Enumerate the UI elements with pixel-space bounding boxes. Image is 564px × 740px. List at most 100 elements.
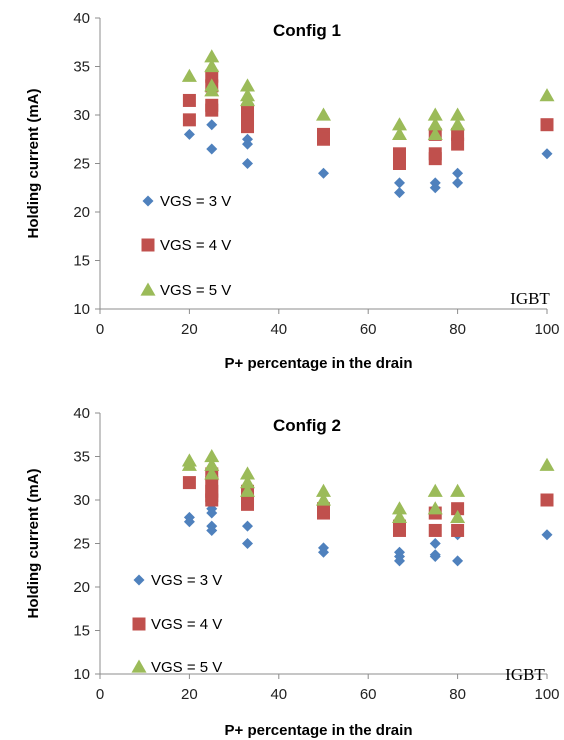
- x-tick-label: 100: [534, 686, 559, 703]
- data-point-diamond: [206, 524, 218, 536]
- data-point-square: [182, 113, 196, 127]
- data-point-diamond: [452, 167, 464, 179]
- data-point-diamond: [429, 538, 441, 549]
- data-point-square: [241, 120, 255, 134]
- data-point-diamond: [206, 119, 218, 131]
- data-point-square: [205, 493, 219, 507]
- data-point-diamond: [541, 529, 553, 541]
- y-tick-label: 25: [73, 156, 90, 173]
- data-point-triangle: [204, 457, 220, 471]
- data-point-triangle: [316, 107, 331, 121]
- data-point-triangle: [539, 88, 555, 102]
- legend-label: VGS = 4 V: [160, 237, 231, 254]
- data-point-diamond: [318, 167, 329, 179]
- data-point-diamond: [541, 148, 553, 160]
- series-triangle: [181, 49, 555, 141]
- data-point-triangle: [391, 509, 407, 524]
- data-point-triangle: [240, 92, 256, 107]
- data-point-triangle: [204, 49, 220, 63]
- data-point-triangle: [427, 117, 443, 131]
- x-tick-label: 0: [96, 686, 104, 703]
- data-point-square: [451, 502, 465, 516]
- y-tick-label: 10: [73, 301, 90, 318]
- legend-label: VGS = 3 V: [151, 572, 222, 589]
- data-point-diamond: [429, 182, 441, 194]
- data-point-diamond: [393, 177, 405, 189]
- x-tick-label: 40: [270, 321, 287, 338]
- data-point-triangle: [391, 126, 407, 141]
- data-point-diamond: [452, 555, 464, 567]
- series-diamond: [183, 503, 553, 567]
- y-tick-label: 25: [73, 536, 90, 553]
- data-point-triangle: [427, 483, 443, 497]
- legend-label: VGS = 3 V: [160, 193, 231, 210]
- legend-label: VGS = 5 V: [151, 659, 222, 676]
- data-point-triangle: [391, 501, 407, 515]
- x-tick-label: 0: [96, 321, 104, 338]
- data-point-diamond: [429, 551, 441, 563]
- data-point-diamond: [393, 555, 405, 567]
- data-point-triangle: [316, 492, 331, 506]
- data-point-triangle: [427, 126, 443, 141]
- data-point-triangle: [450, 509, 466, 524]
- data-point-triangle: [391, 117, 407, 131]
- data-point-square: [428, 152, 442, 166]
- data-point-diamond: [393, 187, 405, 199]
- data-point-triangle: [316, 483, 331, 497]
- data-point-triangle: [240, 483, 256, 497]
- y-tick-label: 10: [73, 666, 90, 683]
- y-tick-label: 40: [73, 10, 90, 27]
- y-tick-label: 40: [73, 405, 90, 422]
- legend-marker-diamond: [142, 195, 154, 207]
- x-tick-label: 100: [534, 321, 559, 338]
- chart-title: Config 1: [273, 21, 341, 40]
- data-point-diamond: [242, 520, 254, 532]
- data-point-diamond: [242, 138, 254, 150]
- x-tick-label: 20: [181, 686, 198, 703]
- x-axis-title: P+ percentage in the drain: [225, 722, 413, 739]
- y-axis-title: Holding current (mA): [25, 469, 42, 619]
- legend-marker-triangle: [140, 282, 156, 296]
- data-point-diamond: [242, 538, 254, 549]
- y-tick-label: 30: [73, 492, 90, 509]
- data-point-square: [182, 93, 196, 107]
- data-point-triangle: [240, 475, 256, 489]
- x-tick-label: 80: [449, 321, 466, 338]
- x-tick-label: 60: [360, 321, 377, 338]
- y-axis-title: Holding current (mA): [25, 89, 42, 239]
- x-tick-label: 40: [270, 686, 287, 703]
- data-point-triangle: [181, 68, 197, 82]
- data-point-triangle: [450, 117, 466, 131]
- data-point-triangle: [240, 466, 256, 480]
- data-point-square: [540, 118, 554, 132]
- y-tick-label: 35: [73, 449, 90, 466]
- igbt-annotation: IGBT: [505, 665, 545, 684]
- data-point-triangle: [204, 83, 220, 97]
- data-point-triangle: [427, 501, 443, 515]
- data-point-square: [392, 523, 406, 537]
- x-tick-label: 20: [181, 321, 198, 338]
- series-square: [182, 467, 554, 537]
- data-point-diamond: [206, 143, 218, 155]
- data-point-triangle: [204, 59, 220, 73]
- data-point-triangle: [450, 483, 466, 497]
- chart-2: 10 15 20 25 30 35 40 0 20 40 60 80 100 Config 2 P+ per…: [25, 405, 560, 739]
- x-tick-label: 80: [449, 686, 466, 703]
- data-point-square: [317, 506, 330, 520]
- y-tick-label: 20: [73, 204, 90, 221]
- legend-marker-diamond: [133, 574, 145, 586]
- chart-1: 10 15 20 25 30 35 40 0 20 40 60 80 100 Config 1 P+ per…: [25, 10, 560, 372]
- data-point-triangle: [204, 449, 220, 463]
- data-point-square: [317, 132, 330, 146]
- series-triangle: [181, 449, 555, 524]
- data-point-diamond: [183, 128, 195, 140]
- data-point-triangle: [450, 107, 466, 121]
- x-tick-label: 60: [360, 686, 377, 703]
- y-tick-label: 35: [73, 59, 90, 76]
- data-point-triangle: [181, 457, 197, 471]
- y-tick-label: 30: [73, 107, 90, 124]
- data-point-diamond: [452, 177, 464, 189]
- data-point-diamond: [183, 516, 195, 528]
- data-point-square: [540, 493, 554, 507]
